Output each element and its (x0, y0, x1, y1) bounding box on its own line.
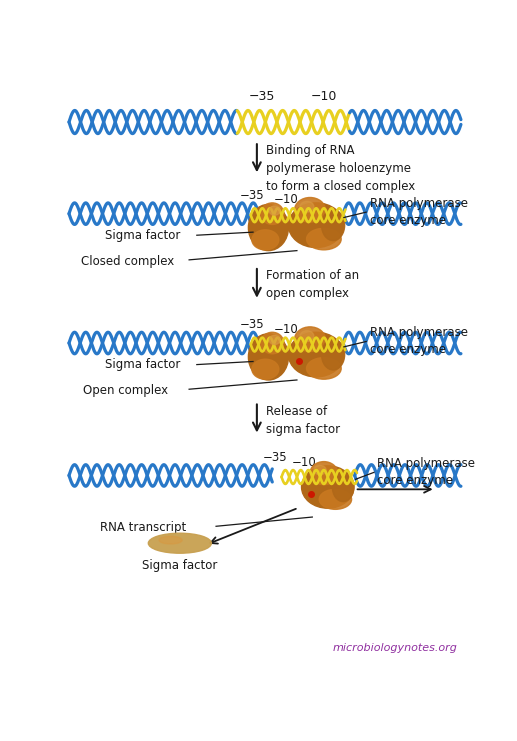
Ellipse shape (252, 359, 279, 379)
Text: RNA transcript: RNA transcript (100, 522, 186, 534)
Text: −35: −35 (240, 189, 265, 202)
Ellipse shape (307, 358, 341, 379)
Text: Closed complex: Closed complex (81, 255, 174, 268)
Text: −35: −35 (240, 319, 265, 331)
Ellipse shape (261, 203, 284, 225)
Ellipse shape (319, 489, 352, 509)
Text: Binding of RNA
polymerase holoenzyme
to form a closed complex: Binding of RNA polymerase holoenzyme to … (266, 144, 415, 193)
Ellipse shape (332, 472, 354, 502)
Ellipse shape (159, 536, 182, 544)
Text: RNA polymerase
core enzyme: RNA polymerase core enzyme (370, 327, 468, 356)
Ellipse shape (269, 206, 280, 215)
Ellipse shape (288, 203, 344, 247)
Text: RNA polymerase
core enzyme: RNA polymerase core enzyme (370, 197, 468, 227)
Ellipse shape (314, 465, 326, 475)
Text: −35: −35 (263, 451, 287, 464)
Text: Formation of an
open complex: Formation of an open complex (266, 269, 359, 300)
Text: Sigma factor: Sigma factor (105, 358, 180, 371)
Ellipse shape (300, 202, 314, 212)
Ellipse shape (248, 205, 288, 250)
Text: −10: −10 (274, 323, 298, 336)
Ellipse shape (310, 462, 338, 485)
Text: RNA polymerase
core enzyme: RNA polymerase core enzyme (377, 457, 475, 488)
Ellipse shape (300, 330, 314, 342)
Text: −35: −35 (249, 90, 276, 103)
Ellipse shape (322, 210, 345, 241)
Text: Sigma factor: Sigma factor (105, 229, 180, 242)
Ellipse shape (288, 332, 344, 377)
Text: Sigma factor: Sigma factor (142, 559, 218, 571)
Ellipse shape (295, 327, 325, 351)
Ellipse shape (252, 230, 279, 250)
Ellipse shape (261, 332, 284, 353)
Ellipse shape (322, 339, 345, 370)
Ellipse shape (248, 333, 288, 380)
Text: −10: −10 (274, 193, 298, 206)
Text: microbiologynotes.org: microbiologynotes.org (332, 642, 457, 653)
Ellipse shape (307, 228, 341, 250)
Text: −10: −10 (311, 90, 337, 103)
Ellipse shape (269, 336, 280, 345)
Ellipse shape (301, 466, 354, 508)
Text: Open complex: Open complex (83, 385, 169, 397)
Ellipse shape (148, 534, 211, 554)
Text: Release of
sigma factor: Release of sigma factor (266, 405, 340, 436)
Ellipse shape (295, 198, 325, 222)
Text: −10: −10 (292, 456, 317, 469)
